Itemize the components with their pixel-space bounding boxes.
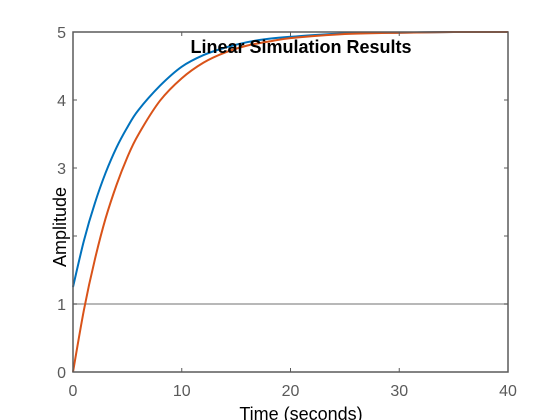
- plot-area: [73, 32, 508, 372]
- ticks-group: [72, 31, 509, 373]
- y-tick-label: 4: [57, 93, 66, 110]
- y-tick-label: 1: [57, 297, 66, 314]
- chart-title: Linear Simulation Results: [190, 37, 411, 57]
- y-tick-label: 0: [57, 365, 66, 382]
- series-group: [72, 30, 509, 373]
- x-tick-label: 20: [282, 383, 300, 400]
- series-line-2: [72, 30, 509, 373]
- x-tick-label: 30: [390, 383, 408, 400]
- x-axis-label: Time (seconds): [239, 404, 362, 420]
- x-tick-label: 0: [69, 383, 78, 400]
- y-tick-label: 3: [57, 161, 66, 178]
- y-tick-label: 5: [57, 25, 66, 42]
- y-axis-label: Amplitude: [50, 187, 70, 267]
- x-tick-label: 40: [499, 383, 517, 400]
- x-tick-label: 10: [173, 383, 191, 400]
- tick-labels-group: 0 10 20 30 40 0 1 3 4 5: [57, 25, 517, 400]
